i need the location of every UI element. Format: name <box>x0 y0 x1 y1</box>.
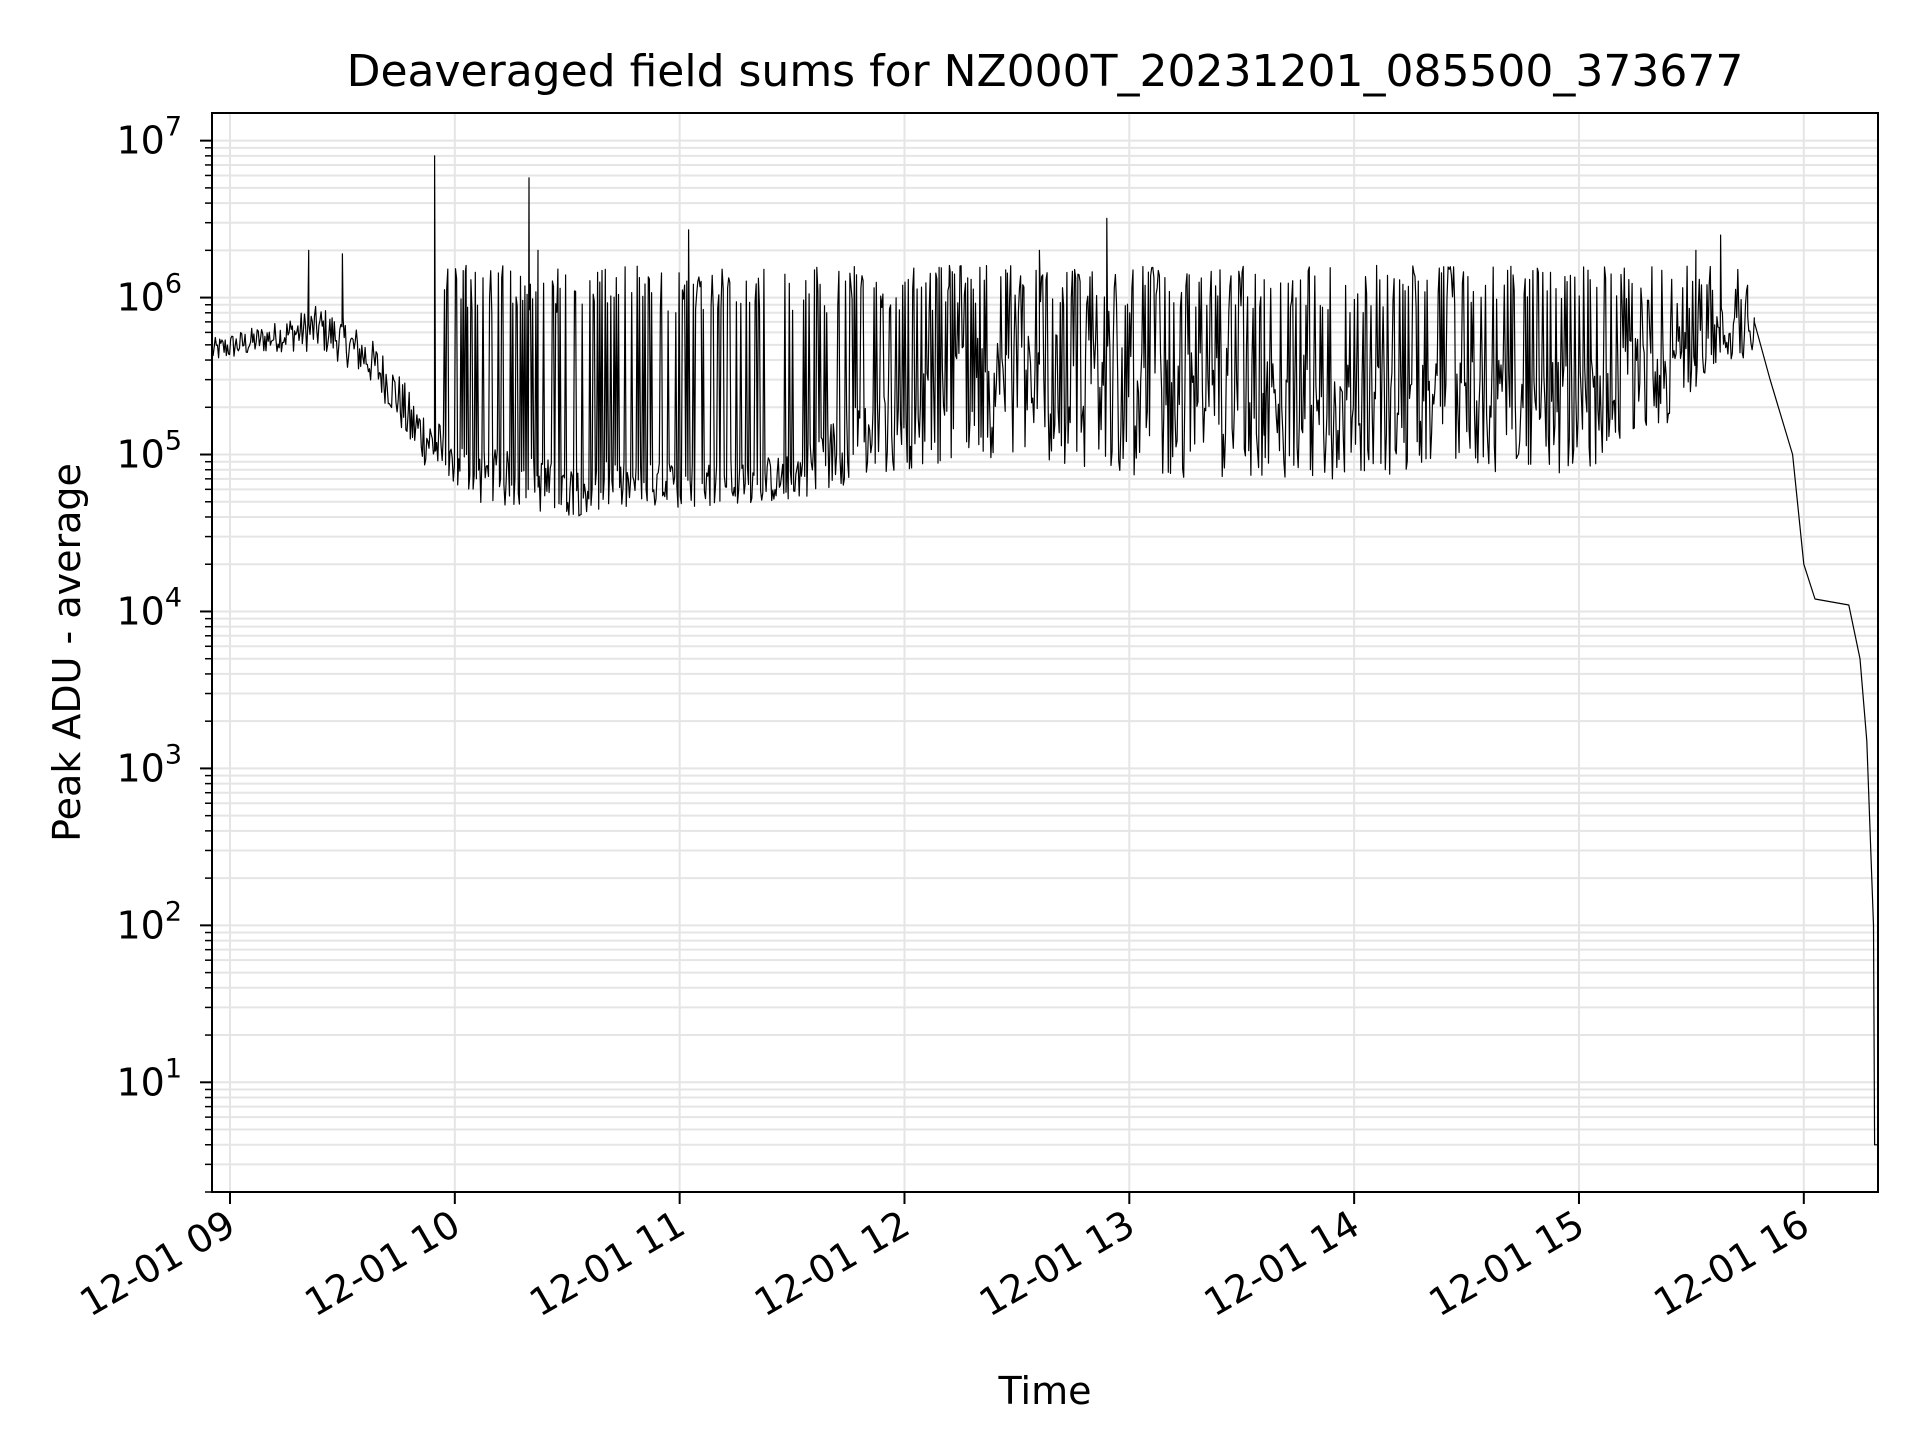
y-tick-base: 10 <box>116 903 164 947</box>
y-tick-exponent: 4 <box>165 582 182 613</box>
y-tick-label: 103 <box>116 739 182 790</box>
plot-frame <box>211 112 1879 1193</box>
chart-title: Deaveraged field sums for NZ000T_2023120… <box>347 46 1744 97</box>
x-tick-label: 12-01 13 <box>972 1202 1142 1326</box>
x-axis-label: Time <box>998 1369 1092 1413</box>
y-tick-base: 10 <box>116 119 164 163</box>
y-tick-label: 101 <box>116 1053 182 1104</box>
grid <box>212 113 1878 1193</box>
x-tick-label: 12-01 10 <box>297 1202 467 1326</box>
y-tick-exponent: 5 <box>165 426 182 457</box>
y-tick-label: 105 <box>116 426 182 477</box>
y-tick-base: 10 <box>116 1060 164 1104</box>
y-tick-label: 104 <box>116 582 182 633</box>
y-tick-exponent: 7 <box>165 112 182 143</box>
y-tick-exponent: 6 <box>165 269 182 300</box>
y-axis-label: Peak ADU - average <box>45 463 89 842</box>
y-tick-exponent: 1 <box>165 1053 182 1084</box>
x-tick-label: 12-01 09 <box>73 1202 243 1326</box>
y-tick-label: 107 <box>116 112 182 163</box>
x-tick-label: 12-01 14 <box>1197 1202 1367 1326</box>
y-tick-base: 10 <box>116 746 164 790</box>
x-axis-ticks: 12-01 09 12-01 10 12-01 11 12-01 12 12-01 13… <box>73 1192 1816 1326</box>
y-tick-base: 10 <box>116 433 164 477</box>
x-tick-label: 12-01 16 <box>1646 1202 1816 1326</box>
x-tick-label: 12-01 12 <box>747 1202 917 1326</box>
y-tick-exponent: 3 <box>165 739 182 770</box>
y-tick-label: 102 <box>116 896 182 947</box>
y-tick-label: 106 <box>116 269 182 320</box>
series-line <box>211 155 1878 1146</box>
series-line-layer <box>211 155 1878 1146</box>
y-tick-base: 10 <box>116 276 164 320</box>
x-tick-label: 12-01 11 <box>522 1202 692 1326</box>
y-tick-exponent: 2 <box>165 896 182 927</box>
x-tick-label: 12-01 15 <box>1422 1202 1592 1326</box>
y-tick-base: 10 <box>116 589 164 633</box>
